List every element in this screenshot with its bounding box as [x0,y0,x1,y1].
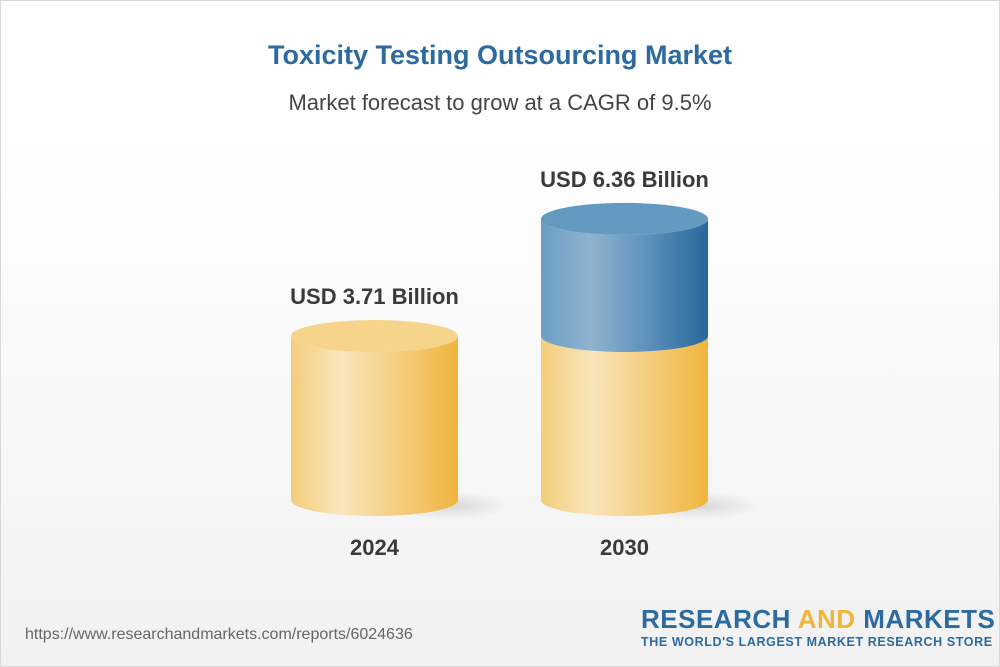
cylinder-top-2030 [541,202,708,235]
cylinder-base-segment-2030 [541,336,708,516]
logo-word-markets: MARKETS [863,604,996,634]
data-label: USD 3.71 Billion [290,284,459,309]
data-label: USD 6.36 Billion [540,167,709,192]
category-label: 2030 [600,535,649,560]
logo-word-research: RESEARCH [641,604,791,634]
cylinder-body-2024 [291,336,459,516]
cylinder-top-2024 [291,320,458,353]
logo-word-and: AND [797,604,856,634]
chart-subtitle: Market forecast to grow at a CAGR of 9.5… [288,90,712,115]
report-url[interactable]: https://www.researchandmarkets.com/repor… [25,626,413,643]
category-label: 2024 [350,535,400,560]
cylinder-growth-segment-2030 [541,218,708,353]
research-and-markets-logo: RESEARCH AND MARKETS THE WORLD'S LARGEST… [641,604,995,649]
chart-title: Toxicity Testing Outsourcing Market [267,40,733,70]
logo-tagline: THE WORLD'S LARGEST MARKET RESEARCH STOR… [641,635,993,649]
